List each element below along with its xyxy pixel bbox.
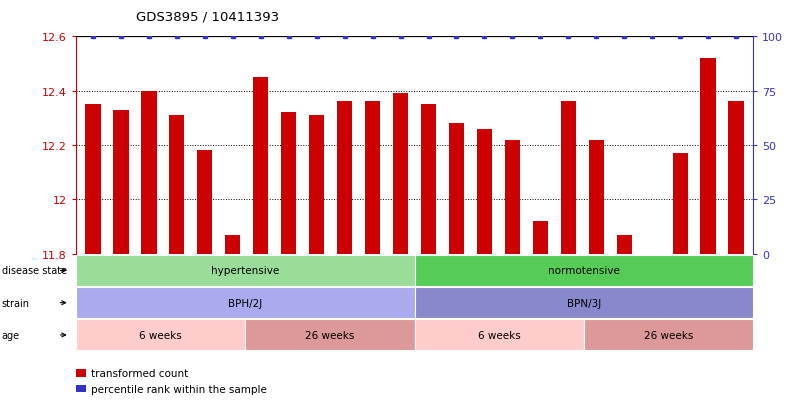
Bar xyxy=(505,140,520,254)
Text: age: age xyxy=(2,330,20,340)
Bar xyxy=(421,105,437,254)
Text: percentile rank within the sample: percentile rank within the sample xyxy=(91,384,267,394)
Bar xyxy=(253,78,268,254)
Text: 6 weeks: 6 weeks xyxy=(477,330,521,340)
Text: BPH/2J: BPH/2J xyxy=(228,298,263,308)
Bar xyxy=(533,221,548,254)
Bar xyxy=(589,140,604,254)
Bar xyxy=(728,102,744,254)
Text: normotensive: normotensive xyxy=(548,266,620,276)
Bar xyxy=(197,151,212,254)
Text: 26 weeks: 26 weeks xyxy=(305,330,355,340)
Bar xyxy=(337,102,352,254)
Text: GDS3895 / 10411393: GDS3895 / 10411393 xyxy=(136,10,280,23)
Text: 26 weeks: 26 weeks xyxy=(644,330,693,340)
Text: BPN/3J: BPN/3J xyxy=(566,298,601,308)
Bar xyxy=(392,94,409,254)
Bar xyxy=(645,254,660,341)
Bar xyxy=(281,113,296,254)
Bar xyxy=(701,59,716,254)
Text: 6 weeks: 6 weeks xyxy=(139,330,182,340)
Bar xyxy=(113,110,128,254)
Bar xyxy=(85,105,101,254)
Bar xyxy=(365,102,380,254)
Text: hypertensive: hypertensive xyxy=(211,266,280,276)
Text: strain: strain xyxy=(2,298,30,308)
Text: disease state: disease state xyxy=(2,266,66,276)
Bar xyxy=(617,235,632,254)
Bar xyxy=(141,91,156,254)
Bar xyxy=(477,129,492,254)
Bar xyxy=(309,116,324,254)
Bar xyxy=(169,116,184,254)
Text: transformed count: transformed count xyxy=(91,368,187,378)
Bar xyxy=(449,124,464,254)
Bar xyxy=(673,154,688,254)
Bar xyxy=(561,102,576,254)
Bar xyxy=(225,235,240,254)
